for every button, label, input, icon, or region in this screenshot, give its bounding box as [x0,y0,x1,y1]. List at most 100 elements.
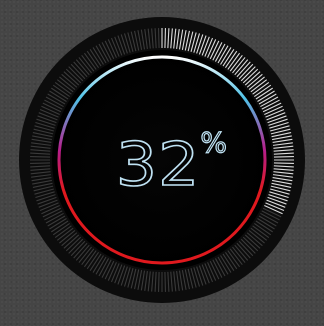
gauge-tick [68,238,84,254]
gauge-tick [101,259,112,278]
gauge-tick [144,270,148,291]
gauge-tick [95,45,107,64]
gauge-tick [257,218,275,230]
gauge-tick-active [248,76,265,90]
gauge-tick [98,43,110,62]
gauge-tick [95,256,107,275]
gauge-tick [38,199,58,208]
gauge-tick [137,30,143,50]
gauge-color-arc [57,55,267,265]
gauge-tick [196,266,204,286]
gauge-tick [89,49,102,67]
gauge-tick [120,34,128,54]
gauge-tick [127,268,134,288]
gauge-tick-active [184,30,190,51]
gauge-tick [78,57,92,74]
gauge-tick [201,264,210,284]
gauge-tick-active [273,168,294,171]
gauge-tick [33,185,54,192]
gauge-tick [134,30,140,51]
gauge-tick-active [222,49,235,67]
gauge-tick-active [266,199,286,208]
gauge-tick [98,258,110,277]
gauge-tick-active [268,118,288,126]
gauge-tick [147,28,151,49]
gauge-tick [36,118,56,126]
gauge-tick [110,37,120,57]
gauge-tick [35,121,55,129]
gauge-tick [110,263,120,283]
gauge-tick-active [267,196,287,205]
gauge-tick [198,265,207,285]
gauge-tick-active [250,79,268,93]
gauge-tick [120,266,128,286]
gauge-tick [114,36,123,56]
gauge-tick [86,50,100,69]
gauge-tick [33,128,54,135]
gauge-tick [117,265,126,285]
gauge-tick [92,47,104,65]
gauge-tick [217,256,229,275]
gauge-tick-active [266,112,286,121]
gauge-tick-active [164,28,167,49]
gauge-tick-active [272,179,292,185]
gauge-tick-active [264,205,283,215]
gauge-tick [176,270,180,291]
gauge-tick [207,262,217,281]
gauge-tick-active [209,40,220,60]
gauge-tick-active [227,52,241,70]
gauge-tick-active [253,84,272,98]
gauge-tick-active [268,194,288,202]
gauge-tick [184,269,190,290]
gauge-tick [101,42,112,61]
gauge-tick [59,230,76,244]
gauge-tick-active [269,191,289,199]
gauge-tick [134,269,140,290]
gauge-tick [31,174,52,178]
gauge-tick-active [271,182,292,188]
gauge-tick-active [272,135,292,141]
gauge-tick-active [173,28,177,49]
gauge-tick-active [238,63,254,80]
gauge-tick [45,212,64,224]
gauge-tick [30,145,51,149]
gauge-tick-active [240,66,256,82]
gauge-tick-active [198,35,207,55]
gauge-tick [86,251,100,270]
gauge-tick [255,220,273,233]
gauge-tick [193,267,201,287]
gauge-tick [83,250,97,268]
gauge-tick [248,230,265,244]
gauge-tick [75,244,90,261]
gauge-tick-active [273,171,294,175]
gauge-tick-active [236,61,251,78]
gauge-tick [56,227,74,241]
gauge-tick [54,81,72,95]
gauge-tick [39,108,59,118]
gauge-tick [30,149,51,152]
gauge-tick-active [265,202,285,212]
gauge-tick [81,54,95,72]
gauge-tick [204,263,214,283]
gauge-tick-active [193,33,201,53]
gauge-tick [244,234,261,249]
gauge-tick-active [167,28,170,49]
gauge-tick [35,191,55,199]
gauge-tick [38,112,58,121]
gauge-tick [61,73,78,88]
gauge-tick [147,271,151,292]
gauge-tick-active [196,34,204,54]
gauge-tick-active [270,125,290,132]
gauge-tick-active [204,37,214,57]
gauge-tick [222,253,235,271]
gauge-tick [39,202,59,212]
gauge-tick [130,268,137,289]
gauge-tick [209,260,220,280]
gauge-tick [140,270,146,291]
gauge-tick [49,90,67,102]
gauge-tick [54,225,72,239]
gauge-tick [31,138,52,144]
gauge-tick-active [273,155,294,158]
gauge-tick-active [272,138,293,144]
